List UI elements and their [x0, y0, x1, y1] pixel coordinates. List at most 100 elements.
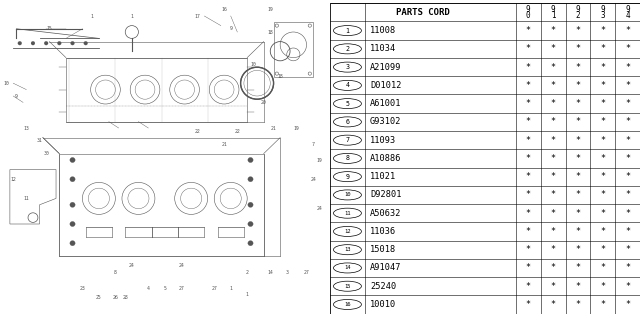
Text: 16: 16: [344, 302, 351, 307]
Text: 27: 27: [211, 285, 217, 291]
Text: *: *: [550, 63, 556, 72]
Text: *: *: [625, 44, 630, 53]
Circle shape: [70, 157, 75, 163]
Text: *: *: [625, 81, 630, 90]
Text: *: *: [600, 136, 605, 145]
Text: *: *: [525, 209, 531, 218]
Text: *: *: [575, 81, 580, 90]
Text: 11021: 11021: [370, 172, 396, 181]
Text: *: *: [525, 63, 531, 72]
Text: A50632: A50632: [370, 209, 401, 218]
Text: *: *: [550, 227, 556, 236]
Text: 12: 12: [344, 229, 351, 234]
Circle shape: [248, 177, 253, 182]
Text: *: *: [525, 44, 531, 53]
Text: 0: 0: [526, 11, 531, 20]
Text: *: *: [575, 44, 580, 53]
Text: *: *: [550, 81, 556, 90]
Text: 9: 9: [575, 5, 580, 14]
Text: *: *: [575, 172, 580, 181]
Text: 1: 1: [246, 292, 248, 297]
Text: *: *: [600, 26, 605, 35]
Text: 11008: 11008: [370, 26, 396, 35]
Text: 10: 10: [344, 192, 351, 197]
Text: *: *: [550, 245, 556, 254]
Text: *: *: [600, 117, 605, 126]
Circle shape: [248, 241, 253, 246]
Text: *: *: [625, 263, 630, 272]
Text: 18: 18: [268, 29, 273, 35]
Text: 9: 9: [229, 26, 232, 31]
Text: *: *: [625, 26, 630, 35]
Text: *: *: [575, 227, 580, 236]
Text: 27: 27: [179, 285, 184, 291]
Circle shape: [31, 41, 35, 45]
Text: *: *: [625, 209, 630, 218]
Text: 17: 17: [195, 13, 200, 19]
Text: 19: 19: [294, 125, 300, 131]
Text: 9: 9: [346, 174, 349, 180]
Text: 1: 1: [91, 13, 93, 19]
Text: *: *: [600, 209, 605, 218]
Circle shape: [248, 202, 253, 207]
Circle shape: [248, 221, 253, 227]
Text: *: *: [550, 190, 556, 199]
Text: 14: 14: [268, 269, 273, 275]
Text: 19: 19: [317, 157, 323, 163]
Text: 3: 3: [285, 269, 288, 275]
Text: 2: 2: [246, 269, 248, 275]
Text: 9: 9: [625, 5, 630, 14]
Text: 11: 11: [24, 196, 29, 201]
Circle shape: [70, 221, 75, 227]
Text: 15018: 15018: [370, 245, 396, 254]
Text: *: *: [600, 300, 605, 309]
Text: 16: 16: [221, 7, 227, 12]
Text: 15: 15: [47, 26, 52, 31]
Text: 9: 9: [551, 5, 556, 14]
Text: 5: 5: [346, 100, 349, 107]
Text: 15: 15: [344, 284, 351, 289]
Text: A21099: A21099: [370, 63, 401, 72]
Text: 25: 25: [96, 295, 102, 300]
Text: 10: 10: [4, 81, 10, 86]
Circle shape: [44, 41, 48, 45]
Text: 25240: 25240: [370, 282, 396, 291]
Text: 1: 1: [551, 11, 556, 20]
Text: *: *: [600, 282, 605, 291]
Text: *: *: [600, 154, 605, 163]
Text: 2: 2: [346, 46, 349, 52]
Text: 7: 7: [312, 141, 314, 147]
Text: *: *: [575, 190, 580, 199]
Text: *: *: [525, 282, 531, 291]
Text: *: *: [625, 300, 630, 309]
Text: 13: 13: [24, 125, 29, 131]
Text: *: *: [550, 26, 556, 35]
Text: *: *: [575, 263, 580, 272]
Text: *: *: [575, 63, 580, 72]
Text: 27: 27: [303, 269, 309, 275]
Text: *: *: [625, 172, 630, 181]
Text: *: *: [525, 190, 531, 199]
Text: A61001: A61001: [370, 99, 401, 108]
Text: 4: 4: [346, 82, 349, 88]
Text: *: *: [525, 81, 531, 90]
Text: 11093: 11093: [370, 136, 396, 145]
Text: *: *: [525, 154, 531, 163]
Text: 4: 4: [625, 11, 630, 20]
Text: *: *: [600, 81, 605, 90]
Text: 20: 20: [261, 100, 266, 105]
Text: *: *: [550, 282, 556, 291]
Text: 11: 11: [344, 211, 351, 216]
Text: *: *: [550, 136, 556, 145]
Text: 9: 9: [15, 93, 18, 99]
Text: A91047: A91047: [370, 263, 401, 272]
Text: 13: 13: [344, 247, 351, 252]
Text: *: *: [525, 99, 531, 108]
Text: 9: 9: [526, 5, 531, 14]
Text: *: *: [625, 154, 630, 163]
Circle shape: [70, 177, 75, 182]
Text: 1: 1: [131, 13, 133, 19]
Text: *: *: [625, 117, 630, 126]
Text: *: *: [625, 190, 630, 199]
Text: 3: 3: [346, 64, 349, 70]
